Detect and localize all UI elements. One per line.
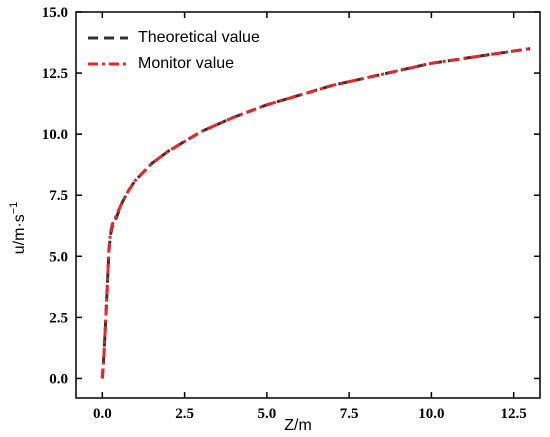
x-tick-label: 2.5 [175, 406, 194, 422]
plot-frame [75, 11, 541, 399]
series-line-monitor [100, 47, 531, 379]
y-tick-label: 0.0 [49, 371, 68, 387]
y-tick-label: 12.5 [42, 66, 68, 82]
plot-frame-group [75, 11, 541, 399]
y-axis-title: u/m·s−1 [8, 202, 28, 255]
series-group [100, 47, 531, 379]
svg-text:u/m·s−1: u/m·s−1 [8, 202, 28, 255]
y-axis-title-superscript: −1 [8, 202, 20, 215]
y-axis-title-main: u/m·s [11, 214, 28, 254]
y-tick-label: 10.0 [42, 127, 68, 143]
x-tick-label: 7.5 [340, 406, 359, 422]
legend: Theoretical value Monitor value [88, 29, 260, 72]
y-tick-label: 5.0 [49, 249, 68, 265]
axis-ticks-group: 0.0 2.5 5.0 7.5 10.0 12.5 0.0 2.5 5.0 7.5 10.0 12.5… [42, 5, 540, 422]
y-tick-label: 2.5 [49, 310, 68, 326]
x-tick-label: 0.0 [93, 406, 112, 422]
x-tick-label: 10.0 [418, 406, 444, 422]
x-tick-label: 12.5 [501, 406, 527, 422]
x-axis-title: Z/m [284, 417, 312, 434]
legend-label-monitor: Monitor value [138, 55, 234, 72]
y-tick-label: 15.0 [42, 5, 68, 21]
x-tick-label: 5.0 [257, 406, 276, 422]
legend-label-theoretical: Theoretical value [138, 29, 260, 46]
y-tick-label: 7.5 [49, 188, 68, 204]
series-line-theoretical [100, 47, 531, 379]
